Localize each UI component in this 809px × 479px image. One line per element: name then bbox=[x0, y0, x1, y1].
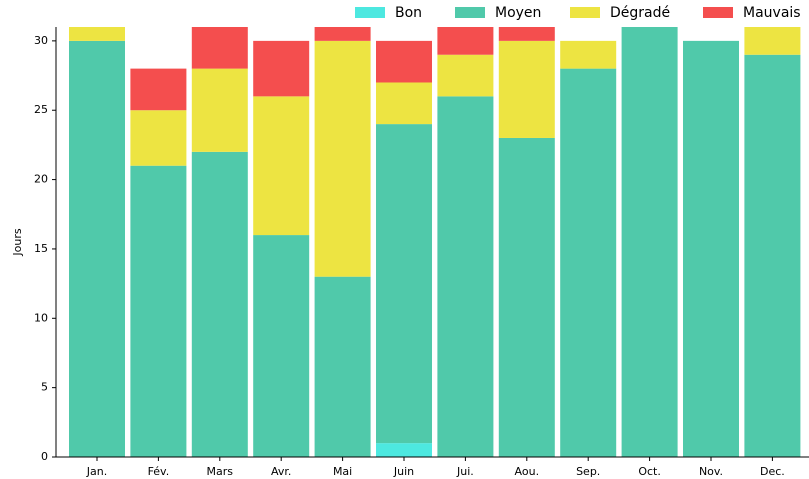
bar-segment bbox=[498, 40, 555, 138]
legend-swatch bbox=[355, 7, 385, 18]
bar-segment bbox=[69, 40, 125, 457]
bar-segment bbox=[560, 68, 617, 457]
legend-swatch bbox=[703, 7, 733, 18]
y-tick-label: 25 bbox=[34, 103, 48, 116]
bar-segment bbox=[376, 82, 432, 125]
y-axis-label: Jours bbox=[11, 228, 24, 256]
y-tick-label: 20 bbox=[34, 173, 48, 186]
y-tick-label: 10 bbox=[34, 311, 48, 324]
bar-segment bbox=[498, 137, 555, 457]
bar-segment bbox=[130, 165, 187, 458]
bar-segment bbox=[376, 40, 432, 83]
legend-label: Mauvais bbox=[743, 5, 801, 21]
bar-segment bbox=[744, 27, 801, 55]
bar-segment bbox=[621, 27, 678, 457]
bar-segment bbox=[69, 27, 125, 41]
bar-segment bbox=[314, 27, 371, 41]
legend-label: Dégradé bbox=[610, 5, 670, 21]
bar-segment bbox=[744, 54, 801, 457]
y-tick-label: 30 bbox=[34, 34, 48, 47]
bar-segment bbox=[498, 27, 555, 41]
x-tick-label: Oct. bbox=[638, 465, 661, 478]
x-tick-label: Juin bbox=[393, 465, 414, 478]
bar-segment bbox=[376, 443, 432, 457]
x-tick-label: Nov. bbox=[699, 465, 723, 478]
bar-segment bbox=[683, 40, 739, 457]
legend-swatch bbox=[455, 7, 485, 18]
bar-segment bbox=[437, 27, 494, 55]
legend-label: Bon bbox=[395, 5, 422, 21]
x-tick-label: Mars bbox=[207, 465, 234, 478]
x-tick-label: Jui. bbox=[456, 465, 474, 478]
x-tick-label: Fév. bbox=[148, 465, 170, 478]
bar-segment bbox=[191, 27, 248, 69]
bar-segment bbox=[560, 40, 617, 69]
bar-segment bbox=[130, 68, 187, 111]
x-tick-label: Sep. bbox=[576, 465, 600, 478]
y-tick-label: 0 bbox=[41, 450, 48, 463]
bar-segment bbox=[253, 40, 310, 97]
bar-segment bbox=[191, 68, 248, 152]
y-tick-label: 15 bbox=[34, 242, 48, 255]
bar-segment bbox=[314, 40, 371, 277]
bar-segment bbox=[130, 110, 187, 166]
legend-swatch bbox=[570, 7, 600, 18]
legend-label: Moyen bbox=[495, 5, 541, 21]
x-tick-label: Aou. bbox=[515, 465, 540, 478]
bar-segment bbox=[376, 124, 432, 444]
bar-segment bbox=[437, 54, 494, 97]
x-tick-label: Avr. bbox=[271, 465, 291, 478]
x-tick-label: Dec. bbox=[760, 465, 785, 478]
x-tick-label: Jan. bbox=[86, 465, 107, 478]
x-tick-label: Mai bbox=[333, 465, 352, 478]
bar-segment bbox=[437, 96, 494, 458]
y-tick-label: 5 bbox=[41, 381, 48, 394]
bar-segment bbox=[191, 151, 248, 457]
bar-segment bbox=[253, 235, 310, 457]
bar-segment bbox=[253, 96, 310, 236]
bar-segment bbox=[314, 276, 371, 457]
plot-area bbox=[69, 27, 801, 458]
